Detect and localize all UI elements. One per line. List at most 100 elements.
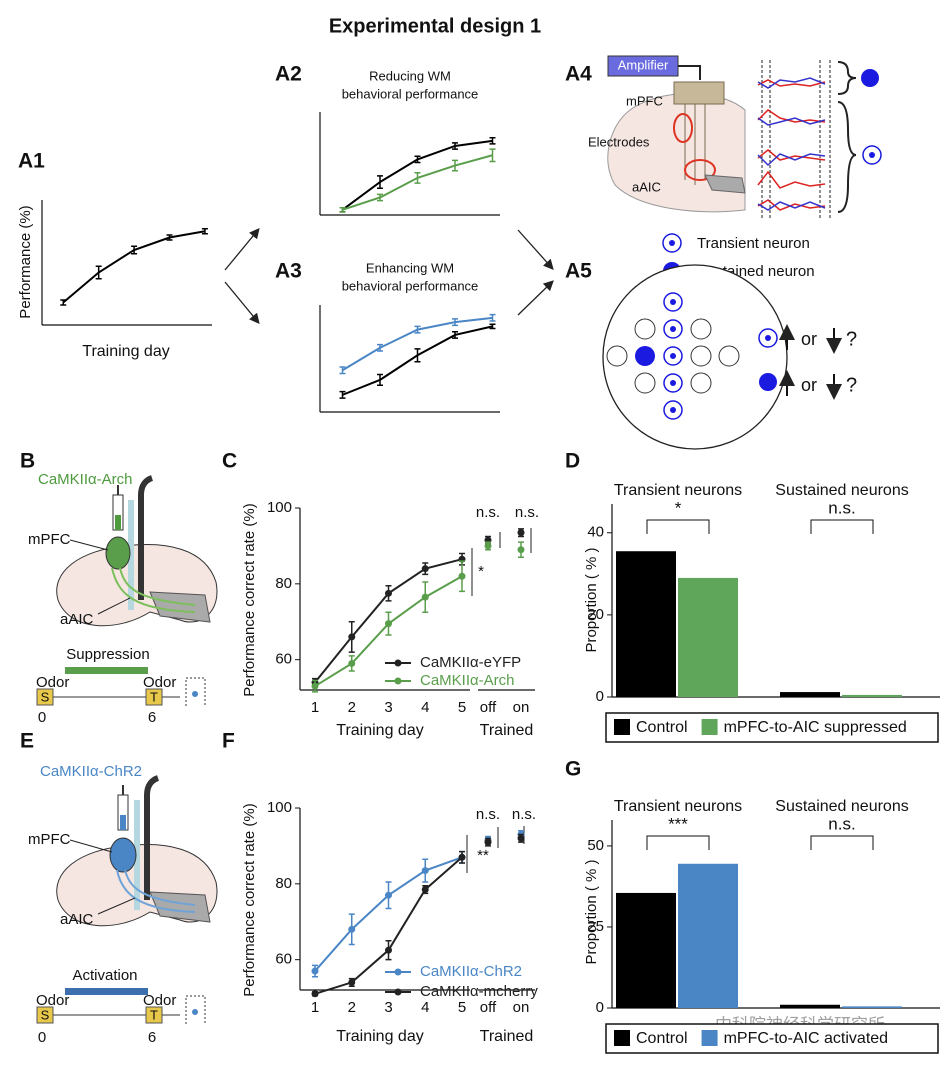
panel-label: A2	[275, 63, 302, 86]
y-tick-label: 80	[275, 875, 292, 892]
y-axis-label: Performance correct rate (%)	[241, 803, 258, 996]
x-tick-label: 1	[311, 999, 319, 1016]
data-point	[385, 589, 392, 597]
y-tick-label: 100	[267, 499, 292, 516]
question-mark: ?	[846, 374, 857, 396]
chart-title: Enhancing WM	[366, 260, 454, 275]
annotation: ***	[668, 814, 688, 833]
annotation: n.s.	[476, 504, 500, 521]
sample-box: S	[41, 1007, 50, 1022]
significance-lines	[466, 528, 532, 873]
legend-label: Control	[636, 719, 688, 736]
data-point	[311, 682, 319, 690]
y-tick-label: 60	[275, 951, 292, 968]
panel-label: D	[565, 450, 580, 473]
bar	[780, 1004, 840, 1008]
legend-swatch	[701, 1030, 718, 1046]
legend-swatch	[701, 719, 718, 735]
legend-swatch	[614, 719, 630, 735]
error-bar	[339, 366, 346, 375]
x-axis-label: Training day	[336, 722, 423, 739]
odor-label: Odor	[143, 992, 176, 1009]
annotation: n.s.	[828, 814, 855, 833]
significance-bracket	[810, 519, 874, 534]
legend-box	[605, 712, 939, 743]
error-bar	[377, 193, 383, 202]
mpfc-label: mPFC	[28, 831, 71, 848]
y-tick-label: 50	[587, 837, 604, 854]
b-schematic: CaMKIIα-Arch mPFC aAIC Suppression Odor …	[28, 471, 218, 726]
data-point	[385, 620, 392, 628]
error-bar	[489, 137, 496, 145]
manipulation-label: Suppression	[66, 646, 149, 663]
significance-bracket	[646, 519, 710, 534]
annotation: n.s.	[512, 806, 536, 823]
panel-label: B	[20, 450, 35, 473]
legend-marker	[394, 659, 402, 667]
legend-box	[605, 1023, 939, 1054]
x-tick-label: 2	[348, 999, 356, 1016]
legend-marker	[394, 988, 402, 996]
y-axis-label: Proportion ( % )	[583, 547, 600, 652]
odor-label: Odor	[36, 674, 69, 691]
annotation: n.s.	[515, 504, 539, 521]
error-bar	[489, 313, 496, 322]
error-bar	[339, 390, 346, 399]
data-point	[517, 546, 525, 554]
series-line	[62, 230, 206, 304]
data-point	[348, 978, 356, 986]
data-point	[385, 946, 392, 954]
bar	[842, 1006, 902, 1008]
aaic-label: aAIC	[632, 179, 661, 194]
legend-label: CaMKIIα-mcherry	[420, 983, 538, 1000]
legend-label: Control	[636, 1030, 688, 1047]
y-tick-label: 40	[587, 524, 604, 541]
bar	[842, 694, 902, 697]
panel-label: E	[20, 730, 34, 753]
annotation: *	[675, 498, 682, 517]
x-tick-label: off	[480, 999, 497, 1016]
legend-transient: Transient neuron	[697, 235, 810, 252]
x-tick-label: on	[513, 699, 530, 716]
legend-marker	[394, 968, 402, 976]
error-bar	[95, 265, 102, 280]
time-label: 6	[148, 1029, 156, 1046]
y-tick-label: 0	[596, 999, 604, 1016]
error-bar	[414, 155, 421, 164]
annotation: n.s.	[476, 806, 500, 823]
x-axis-label: Training day	[82, 343, 169, 360]
legend-label: CaMKIIα-eYFP	[420, 654, 521, 671]
error-bar	[131, 245, 138, 255]
data-point	[311, 967, 319, 975]
error-bar	[414, 172, 421, 184]
x-tick-label: off	[480, 699, 497, 716]
error-bar	[414, 325, 421, 334]
aaic-label: aAIC	[60, 611, 94, 628]
time-label: 0	[38, 709, 46, 726]
x-tick-label: 4	[421, 999, 429, 1016]
y-tick-label: 60	[275, 651, 292, 668]
x-tick-label: 5	[458, 699, 466, 716]
data-point	[421, 565, 429, 573]
question-mark: ?	[846, 328, 857, 350]
y-axis-label: Performance (%)	[17, 205, 34, 318]
data-point	[385, 891, 392, 899]
or-text: or	[801, 375, 817, 395]
error-bar	[414, 348, 421, 363]
y-tick-label: 20	[587, 606, 604, 623]
chart-title: behavioral performance	[342, 86, 479, 101]
error-bar	[452, 159, 458, 172]
error-bar	[377, 373, 383, 386]
test-box: T	[150, 689, 158, 704]
group-label: Sustained neurons	[775, 798, 908, 815]
x-tick-label: 3	[384, 999, 392, 1016]
data-point	[311, 990, 319, 998]
x-tick-label: 5	[458, 999, 466, 1016]
y-tick-label: 80	[275, 575, 292, 592]
group-label: Sustained neurons	[775, 482, 908, 499]
y-tick-label: 25	[587, 918, 604, 935]
error-bar	[201, 228, 208, 235]
sample-box: S	[41, 689, 50, 704]
